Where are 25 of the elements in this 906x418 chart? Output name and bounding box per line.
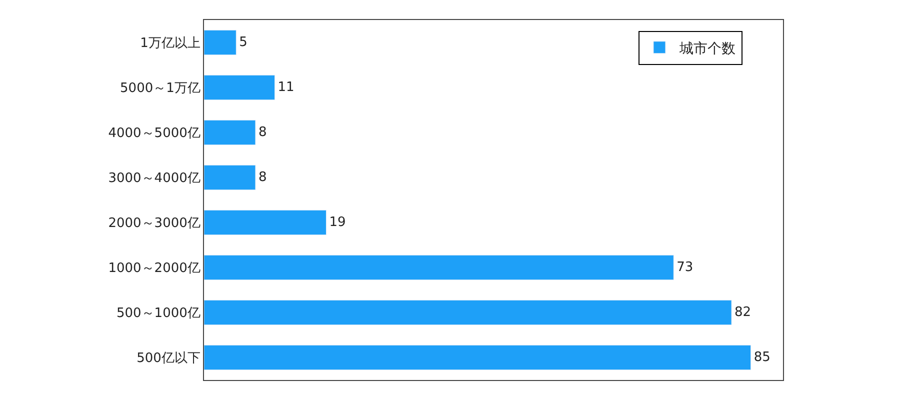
y-tick-label: 1万亿以上: [140, 36, 200, 52]
y-tick-label: 500～1000亿: [116, 306, 200, 322]
data-label: 5: [239, 35, 248, 50]
data-label: 11: [278, 80, 294, 96]
data-label: 73: [676, 260, 694, 275]
data-label: 85: [754, 350, 770, 366]
bar: [204, 74, 276, 100]
y-tick-label: 4000～5000亿: [108, 126, 200, 142]
y-tick-label: 2000～3000亿: [108, 216, 200, 232]
data-label: 82: [734, 305, 752, 320]
bar: [204, 344, 752, 370]
data-label: 8: [258, 125, 267, 140]
bar: [204, 164, 256, 190]
bar: [204, 254, 674, 280]
bar: [204, 30, 236, 56]
legend-label: 城市个数: [678, 40, 736, 57]
y-tick-label: 5000～1万亿: [120, 81, 200, 96]
y-tick-label: 1000～2000亿: [108, 261, 200, 276]
y-tick-label: 3000～4000亿: [108, 171, 200, 186]
bar: [204, 210, 326, 236]
bar: [204, 120, 256, 146]
data-label: 19: [329, 215, 346, 230]
y-tick-label: 500亿以下: [136, 351, 200, 366]
bar: [204, 300, 732, 326]
data-label: 8: [258, 170, 267, 186]
